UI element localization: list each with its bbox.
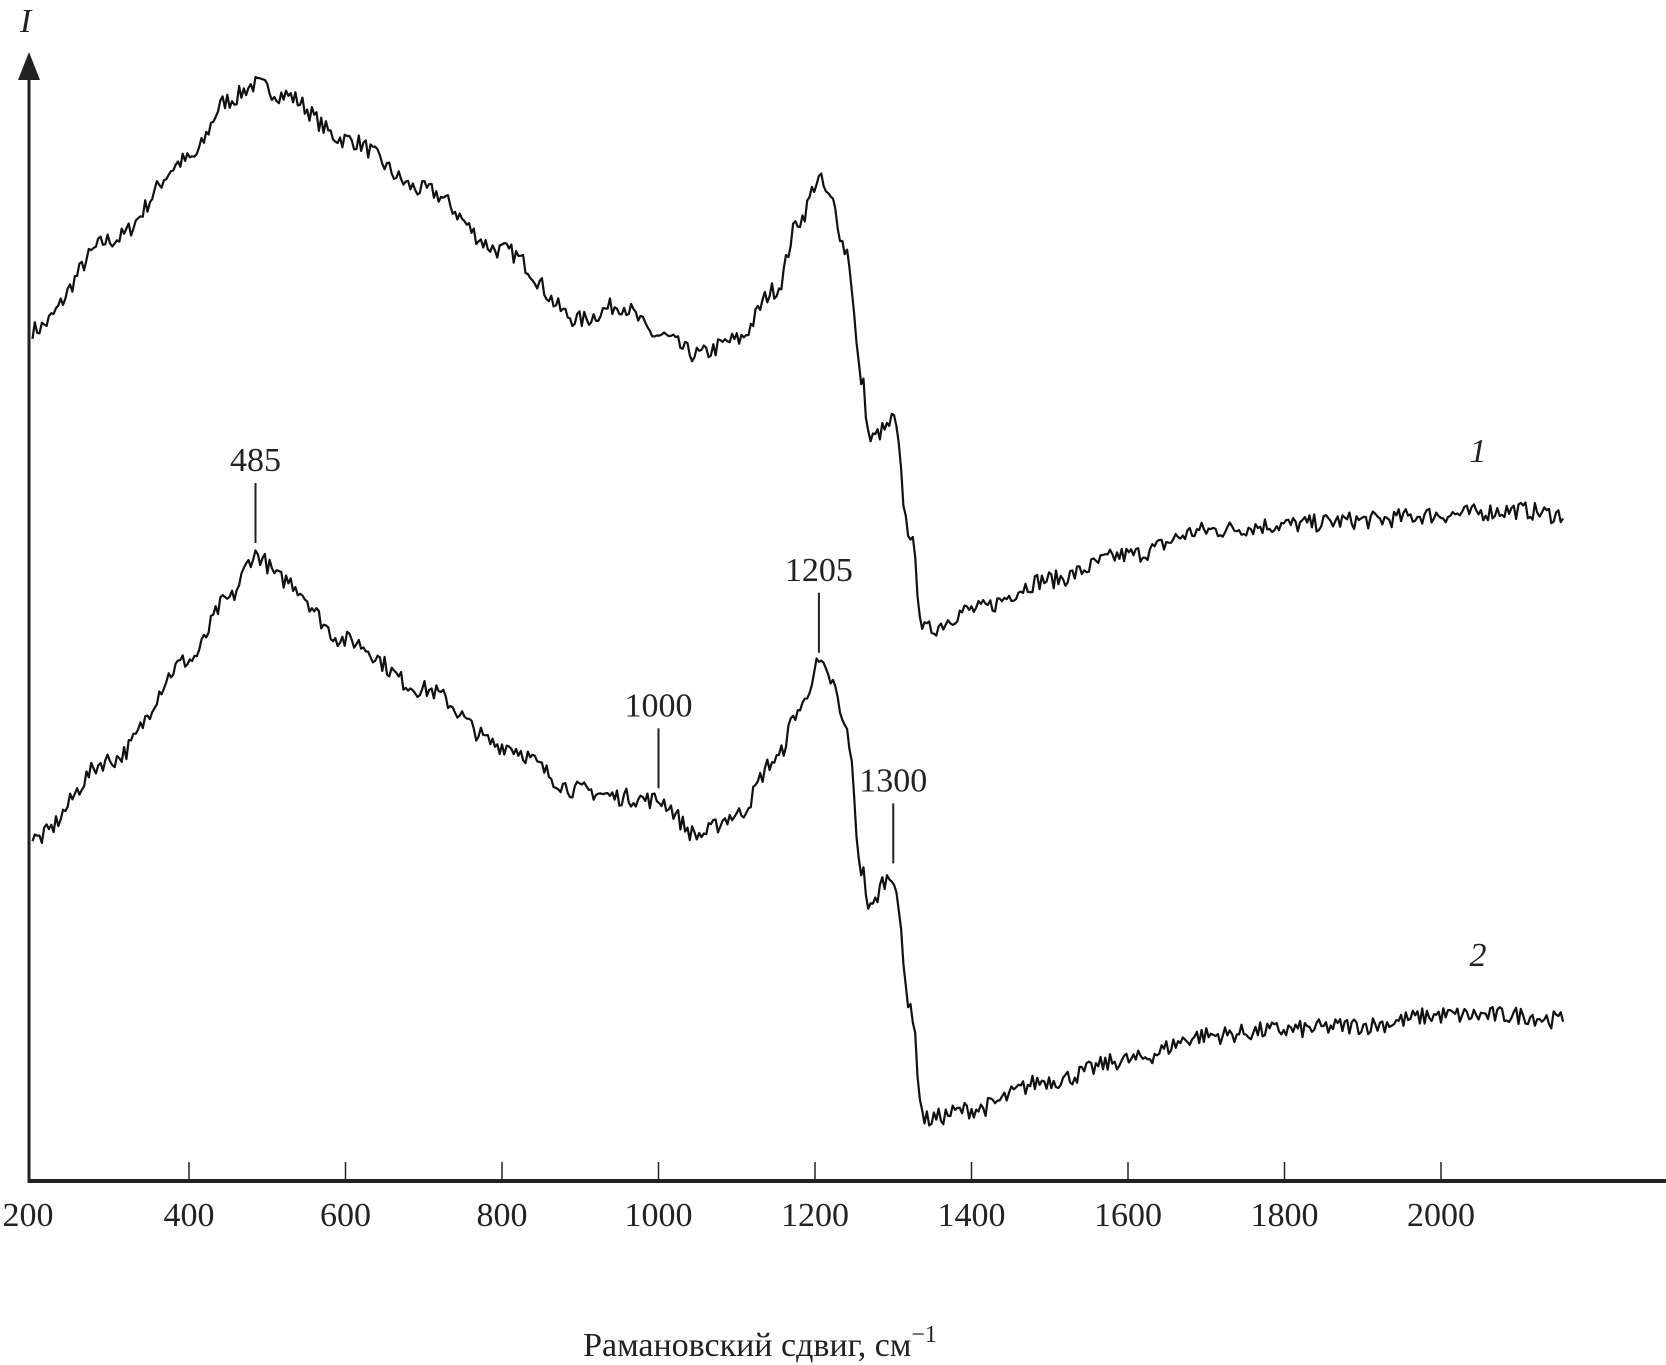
y-axis-arrow-icon [18,52,40,80]
x-ticks: 200 400 600 800 1000 1200 1400 1600 1800 2000 [3,1162,1475,1234]
x-tick-label-1200: 1200 [781,1197,849,1234]
x-tick-label-1000: 1000 [625,1197,693,1234]
series-line-1 [31,76,1565,637]
annotation-label-485: 485 [230,442,281,479]
x-tick-label-600: 600 [320,1197,371,1234]
x-tick-label-400: 400 [164,1197,215,1234]
x-axis-label: Рамановский сдвиг, см−1 [583,1322,937,1364]
series-label-1: 1 [1470,433,1487,470]
x-axis-label-superscript: −1 [911,1322,937,1348]
x-tick-label-800: 800 [477,1197,528,1234]
axes: I [18,3,1666,1183]
annotation-label-1205: 1205 [785,552,853,589]
annotation-label-1000: 1000 [625,687,693,724]
peak-annotations: 485 1000 1205 1300 [230,442,927,864]
series-line-2 [31,549,1565,1127]
x-axis-label-text: Рамановский сдвиг, см [583,1327,911,1364]
series-label-2: 2 [1470,937,1487,974]
annotation-label-1300: 1300 [859,762,927,799]
x-tick-label-200: 200 [3,1197,54,1234]
x-tick-label-1600: 1600 [1094,1197,1162,1234]
series-lines: 12 [31,76,1565,1127]
x-tick-label-1400: 1400 [938,1197,1006,1234]
x-tick-label-2000: 2000 [1407,1197,1475,1234]
x-tick-label-1800: 1800 [1251,1197,1319,1234]
y-axis-label: I [19,3,33,40]
